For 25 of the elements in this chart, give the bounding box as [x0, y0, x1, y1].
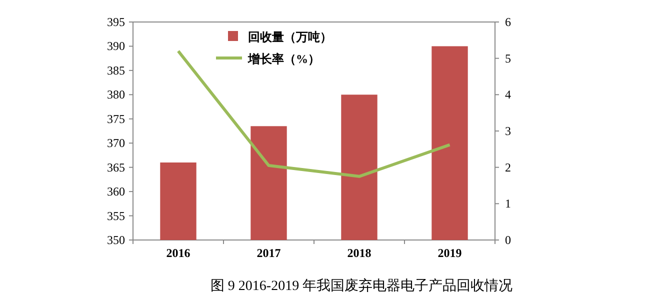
y2-tick-label: 5: [505, 51, 511, 66]
y-tick-label: 355: [107, 208, 125, 223]
y-tick-label: 395: [107, 15, 125, 29]
caption: 图 9 2016-2019 年我国废弃电器电子产品回收情况: [210, 278, 513, 294]
x-tick-label: 2018: [347, 246, 372, 260]
y-tick-label: 380: [107, 88, 125, 102]
y-tick-label: 370: [107, 136, 125, 150]
line-series: [176, 50, 452, 178]
y-tick-label: 385: [107, 63, 125, 78]
y2-tick-label: 3: [505, 124, 511, 138]
y-tick-label: 350: [107, 233, 125, 247]
y2-tick-label: 4: [505, 88, 511, 102]
y-tick-label: 360: [107, 184, 125, 199]
legend-label: 回收量（万吨）: [248, 30, 332, 44]
x-tick-label: 2017: [256, 246, 281, 260]
x-tick-label: 2019: [438, 246, 462, 260]
y2-tick-label: 2: [505, 160, 511, 174]
y2-tick-label: 6: [505, 15, 511, 29]
legend-label: 增长率（%）: [247, 52, 320, 66]
y-tick-label: 390: [107, 39, 125, 54]
y2-tick-label: 0: [505, 233, 511, 247]
x-tick-label: 2016: [166, 246, 190, 260]
y-tick-label: 365: [107, 160, 125, 174]
y2-tick-label: 1: [505, 196, 511, 211]
y-tick-label: 375: [107, 112, 125, 126]
